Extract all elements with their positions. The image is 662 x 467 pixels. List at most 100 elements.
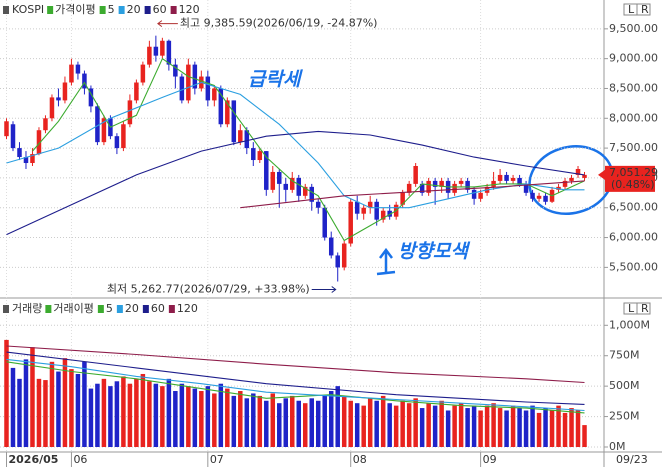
candle-body bbox=[88, 88, 94, 107]
hand-arrow bbox=[376, 247, 396, 276]
volume-bar bbox=[114, 381, 120, 447]
volume-bar bbox=[218, 383, 224, 447]
volume-bar bbox=[212, 393, 217, 447]
candle-body bbox=[192, 64, 198, 89]
ma-line bbox=[240, 180, 585, 209]
candle-body bbox=[127, 100, 133, 125]
candle-body bbox=[328, 237, 334, 256]
candle-body bbox=[569, 177, 574, 181]
candle-body bbox=[166, 40, 172, 65]
volume-bar bbox=[205, 386, 211, 447]
legend-swatch bbox=[142, 305, 149, 313]
y-tick-label: 500M bbox=[609, 379, 640, 392]
candle-body bbox=[257, 151, 263, 161]
candle-body bbox=[510, 177, 516, 181]
candle-body bbox=[244, 130, 250, 149]
candle-body bbox=[62, 82, 68, 101]
volume-bar bbox=[134, 378, 139, 447]
volume-bar bbox=[439, 400, 444, 447]
volume-bar bbox=[173, 391, 178, 447]
y-tick-label: 1,000M bbox=[609, 318, 650, 331]
volume-bar bbox=[491, 403, 496, 447]
candle-body bbox=[341, 243, 347, 268]
volume-bar bbox=[400, 400, 405, 447]
volume-bar bbox=[101, 378, 107, 447]
candle-body bbox=[367, 201, 373, 208]
legend-swatch bbox=[45, 305, 52, 313]
candle-body bbox=[536, 195, 542, 199]
ma-line bbox=[6, 358, 585, 412]
volume-bar bbox=[387, 403, 392, 447]
candle-body bbox=[23, 157, 29, 164]
volume-bar bbox=[575, 410, 581, 447]
candle-body bbox=[322, 207, 327, 238]
volume-bar bbox=[244, 398, 250, 447]
candle-body bbox=[101, 118, 107, 143]
candle-body bbox=[277, 171, 282, 184]
candle-body bbox=[504, 174, 509, 181]
candle-body bbox=[173, 64, 178, 77]
volume-bar bbox=[328, 391, 334, 447]
candle-body bbox=[218, 88, 224, 125]
legend-entry: 120 bbox=[177, 302, 198, 315]
price-pointer bbox=[598, 169, 605, 180]
candle-body bbox=[251, 148, 256, 161]
ma-line bbox=[6, 130, 585, 236]
volume-bar bbox=[179, 383, 185, 447]
legend-swatch bbox=[118, 6, 125, 14]
candle-body bbox=[270, 171, 276, 190]
legend-title: KOSPI bbox=[12, 3, 44, 16]
volume-bar bbox=[582, 425, 587, 447]
candle-body bbox=[439, 180, 444, 187]
volume-bar bbox=[510, 405, 516, 447]
volume-bar bbox=[302, 403, 308, 447]
legend-title: 거래량 bbox=[12, 302, 42, 315]
volume-bar bbox=[341, 395, 347, 447]
panel-button-label: L bbox=[628, 302, 635, 315]
candle-body bbox=[82, 73, 87, 89]
legend-entry: 20 bbox=[127, 3, 141, 16]
volume-bar bbox=[445, 410, 451, 447]
y-tick-label: 7,500.00 bbox=[609, 141, 658, 154]
candle-body bbox=[452, 183, 457, 193]
candle-body bbox=[543, 195, 548, 202]
candle-body bbox=[478, 192, 483, 199]
volume-bar bbox=[108, 386, 113, 447]
volume-bar bbox=[56, 371, 61, 447]
candle-body bbox=[225, 100, 230, 125]
volume-bar bbox=[4, 339, 9, 447]
candle-body bbox=[432, 180, 438, 187]
ma-line bbox=[6, 361, 585, 414]
candle-body bbox=[530, 192, 535, 199]
candle-body bbox=[69, 64, 74, 83]
x-tick-label: 09 bbox=[483, 453, 497, 466]
volume-bar bbox=[49, 361, 55, 447]
volume-bar bbox=[523, 410, 529, 447]
legend-swatch bbox=[97, 305, 104, 313]
candle-body bbox=[315, 201, 321, 208]
volume-bar bbox=[283, 398, 289, 447]
candle-body bbox=[4, 121, 9, 137]
legend-swatch bbox=[3, 305, 9, 313]
volume-bar bbox=[10, 367, 16, 447]
y-tick-label: 5,500.00 bbox=[609, 260, 658, 273]
y-tick-label: 0M bbox=[609, 440, 626, 453]
annotation-low: 최저 5,262.77(2026/07/29, +33.98%) bbox=[107, 283, 310, 296]
candle-body bbox=[374, 201, 379, 220]
candle-body bbox=[406, 183, 412, 193]
volume-bar bbox=[231, 395, 237, 447]
hand-note: 방향모색 bbox=[398, 241, 470, 263]
candle-body bbox=[523, 183, 529, 193]
candle-body bbox=[36, 130, 42, 155]
x-tick-label: 08 bbox=[353, 453, 367, 466]
candle-body bbox=[10, 124, 16, 149]
candle-body bbox=[575, 168, 581, 175]
panel-button-label: R bbox=[641, 302, 649, 315]
candle-body bbox=[296, 177, 302, 196]
candle-body bbox=[30, 154, 35, 164]
volume-bar bbox=[238, 391, 243, 447]
price-label: 7,051.29 bbox=[609, 166, 658, 179]
volume-bar bbox=[166, 378, 172, 447]
candle-body bbox=[491, 180, 496, 187]
